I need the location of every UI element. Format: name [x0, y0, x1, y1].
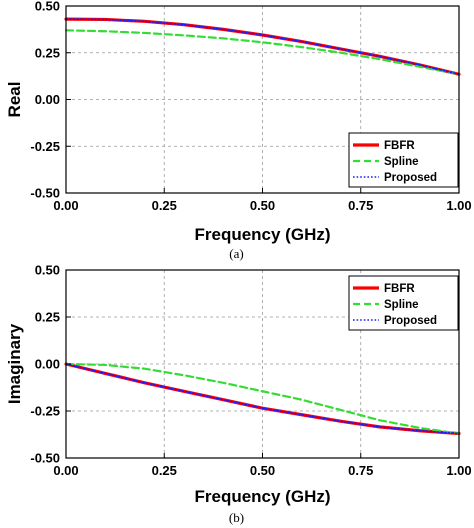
- legend-label-proposed: Proposed: [384, 315, 437, 327]
- y-tick-label: -0.25: [30, 139, 60, 154]
- chart-panel-imaginary: 0.00 0.25 0.50 0.75 1.00 -0.50 -0.25 0.00 0.25 0.…: [5, 263, 472, 526]
- x-tick-label: 0.25: [152, 463, 177, 478]
- series-line-proposed: [65, 363, 460, 435]
- y-tick-label: 0.25: [35, 310, 60, 325]
- legend: FBFR Spline Proposed: [348, 132, 459, 188]
- legend-label-fbfr: FBFR: [384, 283, 415, 295]
- series-line-proposed: [65, 18, 460, 76]
- series-line-fbfr: [64, 17, 461, 76]
- y-axis-label: Imaginary: [5, 323, 24, 404]
- x-tick-label: 0.00: [53, 198, 78, 213]
- y-tick-label: -0.25: [30, 404, 60, 419]
- legend-label-fbfr: FBFR: [384, 140, 415, 152]
- x-tick-label: 0.75: [348, 198, 373, 213]
- x-tick-label: 0.50: [250, 463, 275, 478]
- legend: FBFR Spline Proposed: [348, 275, 459, 331]
- series-line-spline: [64, 29, 461, 76]
- chart-panel-real: 0.00 0.25 0.50 0.75 1.00 -0.50 -0.25 0.00 0.25 0.…: [5, 0, 472, 261]
- x-tick-label: 0.25: [152, 198, 177, 213]
- x-tick-label: 0.75: [348, 463, 373, 478]
- panel-caption: (a): [229, 246, 243, 261]
- y-tick-label: 0.50: [35, 263, 60, 278]
- y-axis-label: Real: [5, 82, 24, 118]
- y-tick-label: -0.50: [30, 451, 60, 466]
- x-axis-label: Frequency (GHz): [194, 487, 330, 506]
- legend-label-proposed: Proposed: [384, 172, 437, 184]
- x-tick-label: 1.00: [446, 198, 471, 213]
- x-tick-label: 0.50: [250, 198, 275, 213]
- series-line-spline: [64, 362, 461, 435]
- panel-caption: (b): [229, 510, 244, 525]
- y-tick-label: 0.50: [35, 0, 60, 14]
- x-tick-label: 0.00: [53, 463, 78, 478]
- legend-label-spline: Spline: [384, 299, 419, 311]
- y-tick-label: 0.00: [35, 357, 60, 372]
- y-tick-label: -0.50: [30, 186, 60, 201]
- legend-label-spline: Spline: [384, 156, 419, 168]
- y-tick-label: 0.00: [35, 92, 60, 107]
- y-tick-label: 0.25: [35, 45, 60, 60]
- x-axis-label: Frequency (GHz): [194, 225, 330, 244]
- x-tick-label: 1.00: [446, 463, 471, 478]
